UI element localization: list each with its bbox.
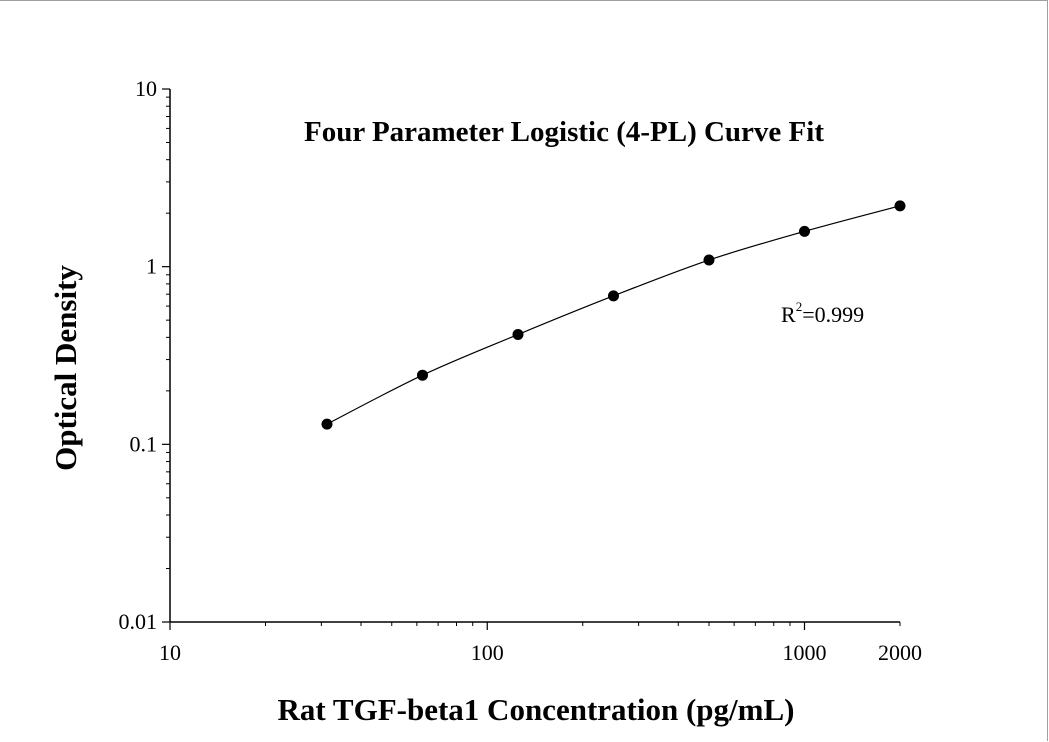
y-tick-label: 0.1 <box>130 431 158 456</box>
x-tick-label: 100 <box>471 640 504 665</box>
ticks <box>162 88 901 630</box>
x-tick-label: 1000 <box>782 640 826 665</box>
x-tick-label: 10 <box>159 640 181 665</box>
data-point <box>416 369 428 381</box>
data-point <box>703 254 715 266</box>
r-squared-base: R <box>781 302 796 327</box>
r-squared-superscript: 2 <box>796 299 803 314</box>
data-point <box>321 418 333 430</box>
data-point <box>798 225 810 237</box>
y-tick-label: 10 <box>135 76 157 101</box>
y-tick-label: 1 <box>146 254 157 279</box>
y-tick-label: 0.01 <box>119 609 158 634</box>
r-squared-value: =0.999 <box>802 302 864 327</box>
r-squared-annotation: R2=0.999 <box>781 299 864 327</box>
data-point <box>894 200 906 212</box>
y-axis-label: Optical Density <box>48 265 83 471</box>
chart-title: Four Parameter Logistic (4-PL) Curve Fit <box>304 116 824 148</box>
data-point <box>512 329 524 341</box>
x-tick-label: 2000 <box>878 640 922 665</box>
tick-labels: 0.01 0.1 1 10 10 100 1000 2000 <box>119 76 923 665</box>
x-axis-label: Rat TGF-beta1 Concentration (pg/mL) <box>278 692 795 727</box>
axes <box>169 89 900 623</box>
data-point <box>607 290 619 302</box>
data-points <box>321 200 906 430</box>
